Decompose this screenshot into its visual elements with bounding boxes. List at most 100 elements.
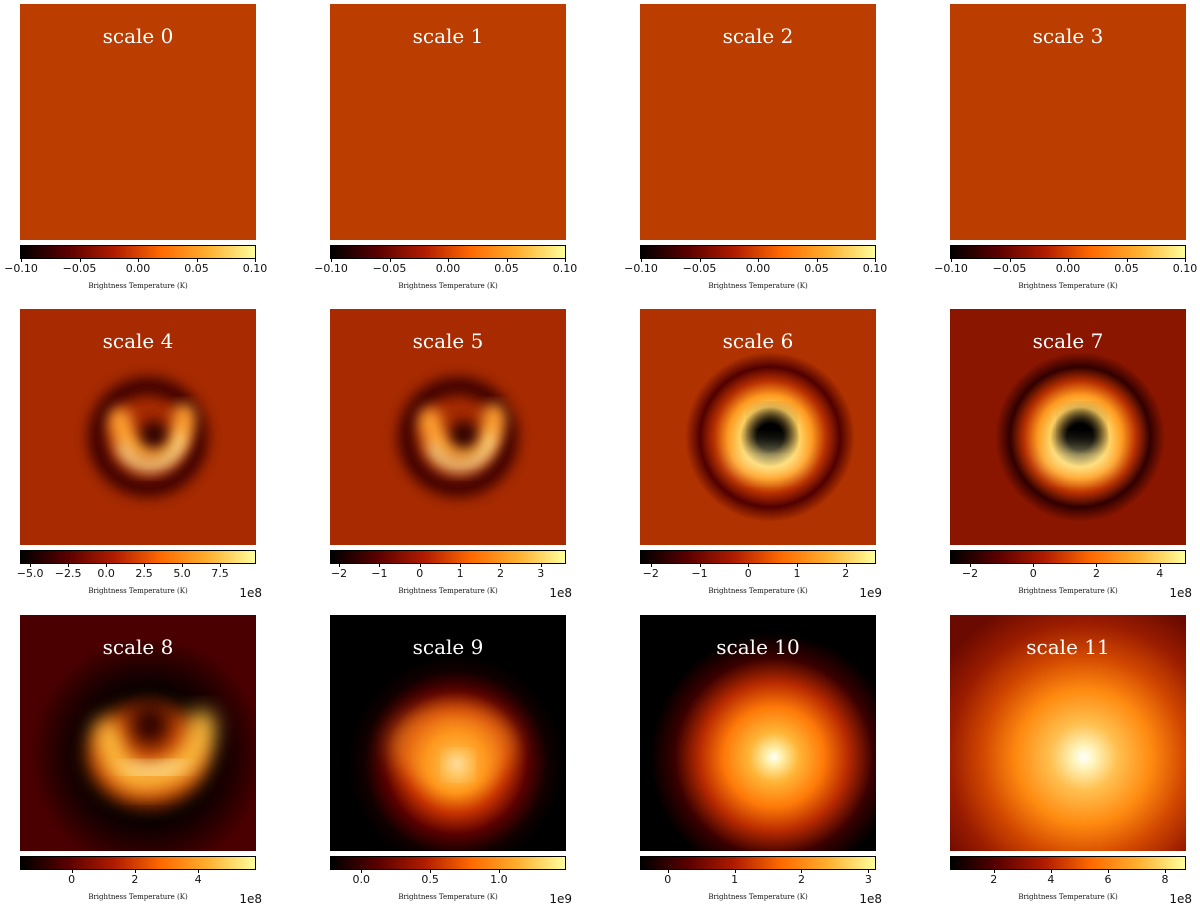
colorbar-tick-mark [1165, 869, 1167, 873]
colorbar-tick-mark [993, 869, 995, 873]
colorbar-tick-mark [68, 563, 70, 567]
colorbar-tick-label: 2 [797, 873, 805, 886]
colorbar-tick-mark [1159, 563, 1161, 567]
colorbar-tick-mark [498, 869, 500, 873]
heatmap-svg [640, 4, 876, 240]
colorbar-ticks: 2 4 6 8 [951, 869, 1185, 889]
colorbar-label: Brightness Temperature (K) [398, 893, 498, 901]
colorbar-tick-mark [748, 563, 750, 567]
heatmap-crescent-core [123, 758, 185, 776]
heatmap-svg [950, 615, 1186, 851]
colorbar [330, 856, 566, 870]
colorbar-tick-mark [196, 258, 198, 262]
colorbar [20, 245, 256, 259]
heatmap-image [20, 4, 256, 240]
colorbar-tick-mark [540, 563, 542, 567]
colorbar-tick-label: 0.05 [184, 262, 209, 275]
colorbar-tick-mark [138, 258, 139, 262]
heatmap-field [950, 4, 1186, 240]
colorbar-tick-mark [255, 258, 256, 262]
colorbar-tick-mark [379, 563, 381, 567]
colorbar-tick-mark [1107, 869, 1109, 873]
heatmap-glow [640, 615, 876, 851]
heatmap-donut-highlight [730, 445, 806, 473]
colorbar-tick-label: −2 [330, 567, 348, 580]
colorbar-tick-mark [419, 563, 421, 567]
colorbar-tick-mark [801, 869, 803, 873]
colorbar-tick-mark [650, 563, 652, 567]
colorbar-exponent: 1e9 [859, 586, 882, 600]
colorbar [950, 856, 1186, 870]
heatmap-panel: scale 1 −0.10 −0.05 0.00 0.05 0.10 Brightness … [314, 4, 577, 304]
colorbar-ticks: −0.10 −0.05 0.00 0.05 0.10 [314, 258, 577, 278]
colorbar-tick-label: 4 [1047, 873, 1055, 886]
colorbar-tick-mark [30, 563, 32, 567]
colorbar [20, 550, 256, 564]
colorbar-ticks: 0 1 2 3 [641, 869, 875, 889]
colorbar-tick-mark [339, 563, 341, 567]
colorbar-tick-label: 2 [496, 567, 504, 580]
colorbar-tick-label: 0.0 [97, 567, 115, 580]
heatmap-crescent [95, 710, 215, 791]
colorbar-label: Brightness Temperature (K) [1018, 282, 1118, 290]
heatmap-image [950, 309, 1186, 545]
heatmap-field [640, 4, 876, 240]
colorbar-tick-label: 2 [842, 567, 850, 580]
colorbar-tick-label: 2 [131, 873, 139, 886]
colorbar-exponent: 1e8 [1169, 586, 1192, 600]
colorbar-ticks: −2 −1 0 1 2 [641, 563, 875, 583]
colorbar-tick-mark [460, 563, 462, 567]
heatmap-field [20, 4, 256, 240]
colorbar-tick-label: 0 [416, 567, 424, 580]
colorbar-tick-mark [389, 258, 391, 262]
colorbar-tick-label: 0.10 [862, 262, 888, 275]
colorbar [20, 856, 256, 870]
colorbar-tick-mark [797, 563, 798, 567]
colorbar-tick-label: 0 [68, 873, 76, 886]
heatmap-image [20, 615, 256, 851]
heatmap-image [330, 309, 566, 545]
heatmap-glow [950, 615, 1186, 851]
heatmap-blob-lobe [388, 705, 516, 785]
colorbar-tick-label: 0.10 [1172, 262, 1198, 275]
heatmap-image [330, 4, 566, 240]
heatmap-svg [330, 309, 566, 545]
colorbar-tick-label: 0 [664, 873, 672, 886]
colorbar-label: Brightness Temperature (K) [88, 893, 188, 901]
heatmap-ring [109, 404, 196, 463]
colorbar-tick-mark [734, 869, 736, 873]
colorbar-tick-label: 1 [731, 873, 739, 886]
colorbar-tick-label: 6 [1104, 873, 1112, 886]
heatmap-panel: scale 9 0.0 0.5 1.0 Brightness Temperature (… [330, 615, 572, 915]
heatmap-ring-core [427, 432, 495, 471]
colorbar-exponent: 1e8 [1169, 892, 1192, 906]
colorbar-tick-mark [220, 563, 222, 567]
colorbar-ticks: 0 2 4 [21, 869, 255, 889]
colorbar-ticks: −5.0 −2.5 0.0 2.5 5.0 7.5 [17, 563, 255, 583]
colorbar-tick-label: −1 [691, 567, 708, 580]
heatmap-image [640, 4, 876, 240]
heatmap-panel: scale 0 −0.10 −0.05 0.00 0.05 0.10 Brightness … [4, 4, 267, 304]
colorbar-tick-label: 0.05 [804, 262, 829, 275]
colorbar-exponent: 1e8 [859, 892, 882, 906]
heatmap-image [640, 309, 876, 545]
colorbar-tick-mark [1068, 258, 1069, 262]
colorbar-exponent: 1e8 [549, 586, 572, 600]
colorbar-tick-mark [79, 258, 81, 262]
colorbar-tick-mark [144, 563, 146, 567]
colorbar-tick-mark [875, 258, 876, 262]
heatmap-image [20, 309, 256, 545]
heatmap-svg [640, 309, 876, 545]
colorbar-tick-label: 0 [1029, 567, 1037, 580]
colorbar-tick-label: 3 [864, 873, 872, 886]
heatmap-panel: scale 6 −2 −1 0 1 2 Brightness Temperature (K)… [640, 309, 882, 609]
colorbar-tick-label: −0.05 [992, 262, 1027, 275]
colorbar-tick-mark [106, 563, 108, 567]
heatmap-panel: scale 7 −2 0 2 4 Brightness Temperature (K) 1e… [950, 309, 1192, 609]
heatmap-image [640, 615, 876, 851]
heatmap-svg [330, 615, 566, 851]
colorbar-tick-mark [816, 258, 818, 262]
heatmap-ring [419, 404, 506, 463]
heatmap-image [950, 4, 1186, 240]
colorbar-label: Brightness Temperature (K) [398, 282, 498, 290]
